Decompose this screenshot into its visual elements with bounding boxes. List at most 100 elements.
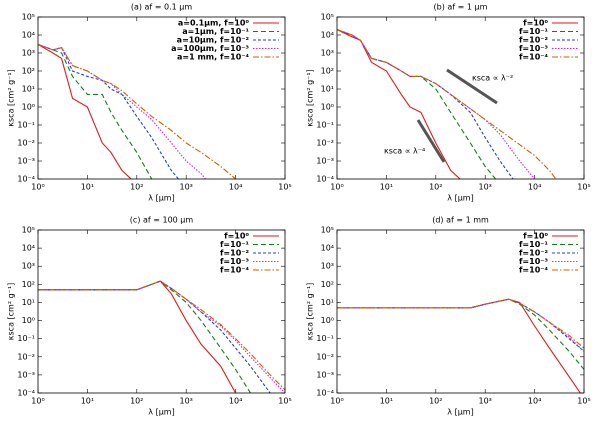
panel: (c) af = 100 μm λ [μm] κsca [cm² g⁻¹] 10⁰ 10… — [7, 216, 292, 417]
legend-label: f=10⁰ — [523, 19, 548, 28]
annotation: κsca ∝ λ⁻⁴ — [384, 147, 425, 156]
series-line — [337, 29, 497, 179]
x-tick-label: 10¹ — [81, 397, 94, 406]
series-line — [38, 43, 132, 179]
series-line — [337, 298, 581, 393]
y-tick-label: 10⁴ — [22, 244, 35, 253]
y-tick-label: 10⁻³ — [17, 157, 35, 166]
y-axis-label: κsca [cm² g⁻¹] — [7, 69, 16, 126]
series-line — [337, 29, 461, 179]
y-tick-label: 10⁴ — [321, 31, 334, 40]
panel-title: (c) af = 100 μm — [130, 216, 194, 225]
legend-label: f=10⁻⁴ — [519, 266, 549, 275]
x-tick-label: 10³ — [180, 183, 193, 192]
series-line — [38, 43, 237, 179]
series-line — [38, 280, 285, 391]
x-tick-label: 10⁵ — [278, 183, 291, 192]
x-tick-label: 10⁴ — [229, 183, 242, 192]
y-tick-label: 10² — [22, 280, 35, 289]
y-tick-label: 10³ — [321, 49, 334, 58]
y-tick-label: 10⁵ — [22, 13, 35, 22]
y-tick-label: 10⁴ — [321, 244, 334, 253]
legend-label: f=10⁻² — [220, 249, 250, 258]
y-tick-label: 10⁻³ — [17, 370, 35, 379]
x-axis-label: λ [μm] — [447, 408, 473, 417]
legend-label: f=10⁻⁴ — [519, 53, 549, 62]
series-line — [38, 43, 207, 179]
x-tick-label: 10⁰ — [31, 183, 44, 192]
x-tick-label: 10⁵ — [577, 183, 590, 192]
y-tick-label: 10⁻⁴ — [316, 389, 334, 398]
x-axis-label: λ [μm] — [148, 408, 174, 417]
y-tick-label: 10⁻² — [316, 352, 334, 361]
plot-area — [337, 298, 584, 393]
y-tick-label: 10⁻² — [316, 139, 334, 148]
x-tick-label: 10¹ — [380, 397, 393, 406]
y-tick-label: 10⁻² — [17, 139, 35, 148]
plot-frame — [336, 229, 585, 394]
y-tick-label: 10⁻³ — [316, 157, 334, 166]
x-axis-label: λ [μm] — [447, 194, 473, 203]
legend-label: a=100μm, f=10⁻³ — [171, 44, 249, 53]
x-tick-label: 10² — [130, 397, 143, 406]
legend-label: f=10⁻¹ — [519, 27, 549, 36]
y-tick-label: 10³ — [321, 262, 334, 271]
x-tick-label: 10⁴ — [528, 183, 541, 192]
y-tick-label: 10⁵ — [321, 13, 334, 22]
legend-label: a=0.1μm, f=10⁰ — [178, 19, 250, 28]
series-line — [337, 29, 557, 179]
y-tick-label: 10⁻⁴ — [316, 175, 334, 184]
annotation: κsca ∝ λ⁻² — [472, 74, 513, 83]
panel: (a) af = 0.1 μmλ [μm]κsca [cm² g⁻¹]10⁰ 10… — [7, 3, 292, 203]
x-tick-label: 10¹ — [81, 183, 94, 192]
x-tick-label: 10¹ — [380, 183, 393, 192]
x-tick-label: 10³ — [479, 397, 492, 406]
y-tick-label: 10³ — [22, 49, 35, 58]
y-tick-label: 10³ — [22, 262, 35, 271]
plot-area — [38, 280, 285, 393]
series-line — [38, 280, 285, 393]
panel-title: (b) af = 1 μm — [434, 3, 488, 12]
x-tick-label: 10⁰ — [31, 397, 44, 406]
y-axis-label: κsca [cm² g⁻¹] — [7, 283, 16, 340]
series-line — [337, 298, 584, 370]
x-tick-label: 10⁰ — [330, 183, 343, 192]
y-tick-label: 10⁰ — [321, 103, 334, 112]
series-line — [38, 43, 153, 179]
legend-label: f=10⁻¹ — [519, 240, 549, 249]
panel: (d) af = 1 mm λ [μm] κsca [cm² g⁻¹] 10⁰ 10¹ 1… — [306, 216, 591, 417]
legend-label: f=10⁻³ — [519, 44, 549, 53]
y-tick-label: 10¹ — [321, 85, 334, 94]
plot-frame — [37, 16, 286, 180]
legend-label: a=1μm, f=10⁻¹ — [182, 27, 249, 36]
y-tick-label: 10⁻¹ — [17, 334, 35, 343]
panel-title: (d) af = 1 mm — [432, 216, 489, 225]
slope-guide — [416, 119, 446, 163]
x-tick-label: 10⁵ — [278, 397, 291, 406]
series-line — [337, 298, 584, 352]
legend-label: f=10⁻¹ — [220, 240, 250, 249]
legend-label: f=10⁰ — [224, 232, 249, 241]
y-tick-label: 10⁵ — [321, 226, 334, 235]
x-tick-label: 10⁵ — [577, 397, 590, 406]
series-line — [337, 29, 514, 179]
series-line — [337, 298, 584, 349]
x-axis-label: λ [μm] — [148, 194, 174, 203]
x-tick-label: 10⁴ — [229, 397, 242, 406]
series-line — [38, 280, 237, 393]
y-tick-label: 10⁻³ — [316, 370, 334, 379]
plot-area — [38, 43, 237, 179]
y-tick-label: 10⁰ — [321, 316, 334, 325]
panel: (b) af = 1 μm λ [μm] κsca [cm² g⁻¹] 10⁰ 10¹ 1… — [306, 3, 591, 203]
legend-label: f=10⁻² — [519, 36, 549, 45]
legend-label: f=10⁻³ — [519, 257, 549, 266]
y-tick-label: 10² — [321, 280, 334, 289]
y-tick-label: 10⁰ — [22, 103, 35, 112]
x-tick-label: 10² — [130, 183, 143, 192]
x-tick-label: 10³ — [479, 183, 492, 192]
y-tick-label: 10⁻¹ — [316, 121, 334, 130]
legend-label: a=10μm, f=10⁻² — [177, 36, 250, 45]
y-tick-label: 10⁰ — [22, 316, 35, 325]
x-tick-label: 10³ — [180, 397, 193, 406]
